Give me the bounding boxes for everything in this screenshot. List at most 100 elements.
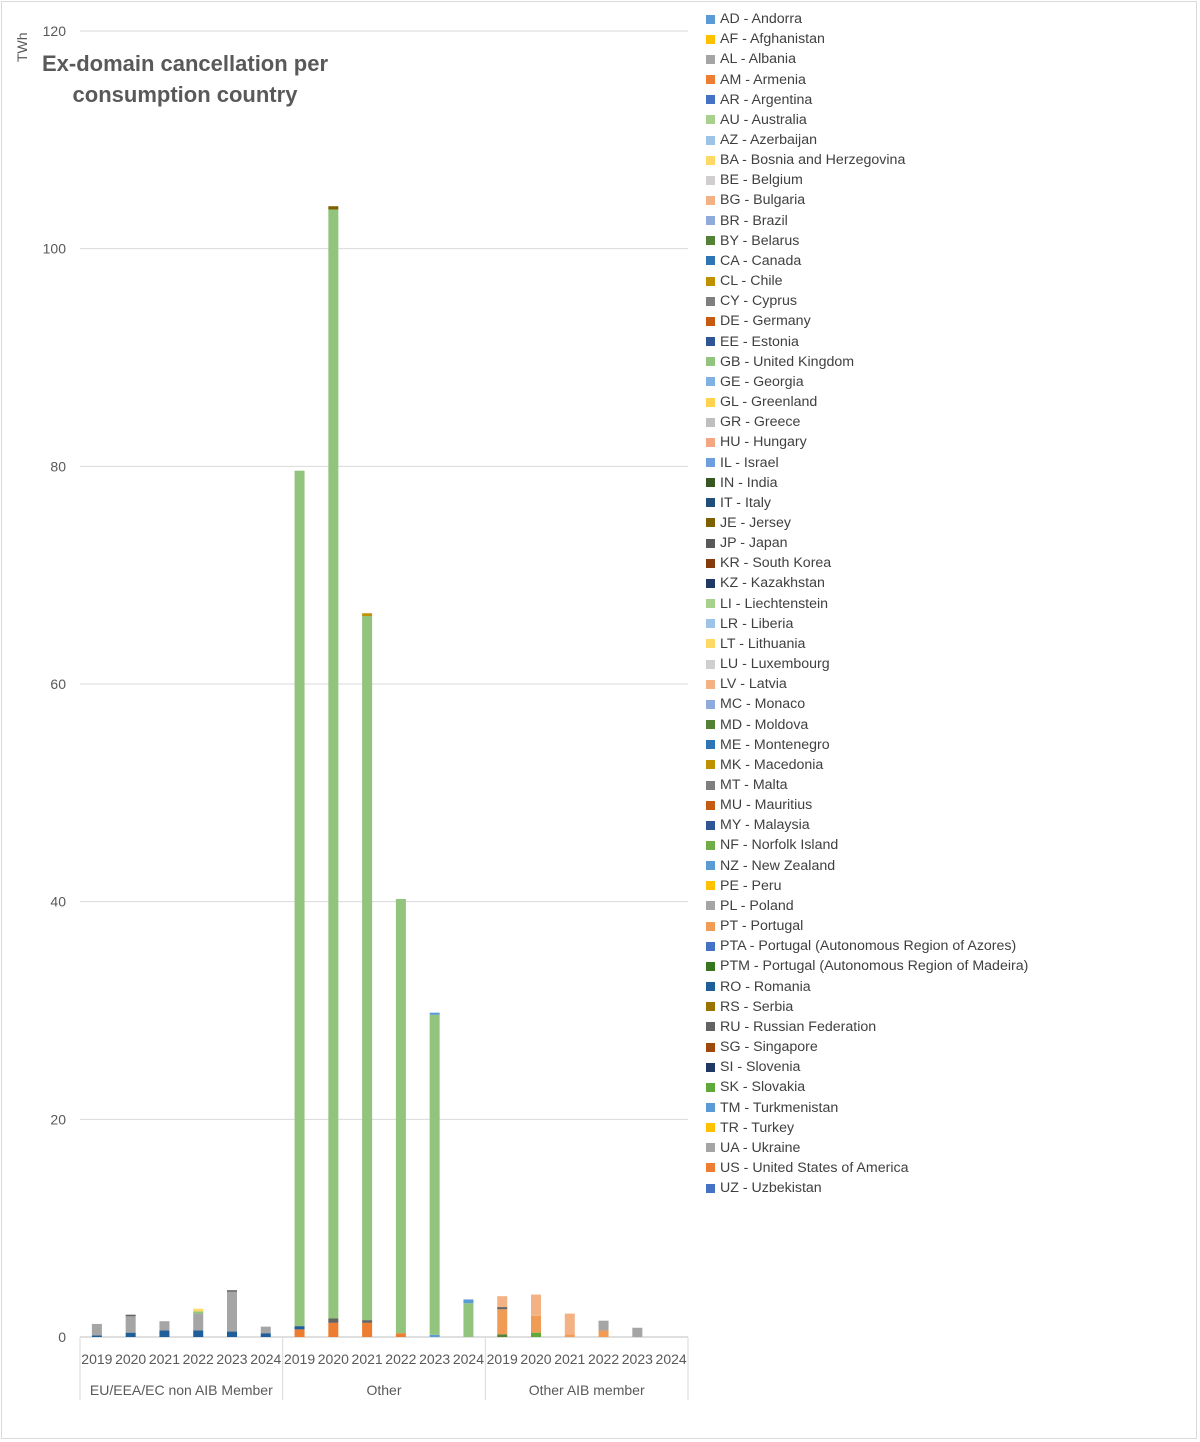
x-tick-label: 2020 (115, 1351, 146, 1367)
legend-label: AZ - Azerbaijan (720, 132, 817, 149)
legend-swatch (706, 437, 715, 447)
legend-label: NF - Norfolk Island (720, 837, 839, 854)
legend-item-il: IL - Israel (706, 452, 1028, 472)
legend-swatch (706, 679, 715, 689)
legend-item-pl: PL - Poland (706, 896, 1028, 916)
legend-label: AF - Afghanistan (720, 31, 825, 48)
x-tick-label: 2021 (149, 1351, 180, 1367)
bar-segment-sk (531, 1332, 541, 1337)
bar-segment-bg (531, 1294, 541, 1316)
legend-swatch (706, 699, 715, 709)
legend-item-us: US - United States of America (706, 1158, 1028, 1178)
bar-segment-pt (531, 1315, 541, 1333)
bar-segment-pt (497, 1309, 508, 1335)
legend-item-ad: AD - Andorra (706, 9, 1028, 29)
legend-swatch (706, 195, 715, 205)
legend-label: CL - Chile (720, 273, 783, 290)
legend-item-my: MY - Malaysia (706, 815, 1028, 835)
bar-segment-us (395, 1333, 406, 1337)
legend-label: UA - Ukraine (720, 1139, 801, 1156)
legend-swatch (706, 75, 715, 85)
legend-label: IT - Italy (720, 494, 771, 511)
legend-item-br: BR - Brazil (706, 211, 1028, 231)
legend-item-af: AF - Afghanistan (706, 29, 1028, 49)
legend-label: LV - Latvia (720, 676, 787, 693)
group-label: EU/EEA/EC non AIB Member (90, 1382, 273, 1398)
legend-label: MK - Macedonia (720, 756, 824, 773)
bar-segment-ad (429, 1012, 440, 1015)
y-tick-label: 0 (58, 1329, 66, 1345)
x-tick-label: 2024 (250, 1351, 281, 1367)
legend-label: GR - Greece (720, 414, 801, 431)
legend-label: CA - Canada (720, 252, 802, 269)
legend-item-li: LI - Liechtenstein (706, 594, 1028, 614)
legend-label: AR - Argentina (720, 91, 813, 108)
bar-segment-ua (91, 1323, 102, 1336)
group-label: Other (366, 1382, 401, 1398)
legend-item-az: AZ - Azerbaijan (706, 130, 1028, 150)
legend-item-gb: GB - United Kingdom (706, 352, 1028, 372)
x-tick-label: 2019 (487, 1351, 518, 1367)
legend-label: BA - Bosnia and Herzegovina (720, 152, 906, 169)
legend-swatch (706, 840, 715, 850)
legend-item-in: IN - India (706, 473, 1028, 493)
legend-label: UZ - Uzbekistan (720, 1180, 822, 1197)
y-tick-label: 20 (50, 1111, 66, 1127)
legend-label: BY - Belarus (720, 232, 800, 249)
y-axis-label: TWh (14, 32, 30, 62)
legend-item-ru: RU - Russian Federation (706, 1017, 1028, 1037)
legend-swatch (706, 760, 715, 770)
y-tick-label: 60 (50, 676, 66, 692)
bar-segment-ro (159, 1330, 170, 1337)
legend-item-cl: CL - Chile (706, 271, 1028, 291)
bar-segment-ba (193, 1308, 204, 1312)
y-tick-label: 100 (43, 241, 67, 257)
x-tick-label: 2024 (656, 1351, 687, 1367)
x-tick-label: 2022 (588, 1351, 619, 1367)
legend-swatch (706, 1042, 715, 1052)
legend-item-pta: PTA - Portugal (Autonomous Region of Azo… (706, 936, 1028, 956)
legend-swatch (706, 14, 715, 24)
legend-item-hu: HU - Hungary (706, 432, 1028, 452)
legend-swatch (706, 498, 715, 508)
legend-label: RO - Romania (720, 978, 811, 995)
legend-label: AU - Australia (720, 111, 807, 128)
legend-swatch (706, 1082, 715, 1092)
x-tick-label: 2024 (453, 1351, 484, 1367)
legend-item-mu: MU - Mauritius (706, 795, 1028, 815)
legend-item-ar: AR - Argentina (706, 90, 1028, 110)
chart-title: Ex-domain cancellation per consumption c… (41, 51, 329, 107)
legend-swatch (706, 54, 715, 64)
legend-swatch (706, 1143, 715, 1153)
bar-segment-us (362, 1322, 373, 1337)
x-tick-label: 2021 (352, 1351, 383, 1367)
legend-label: LI - Liechtenstein (720, 595, 829, 612)
legend-item-pt: PT - Portugal (706, 916, 1028, 936)
bar-segment-gb (328, 209, 339, 1319)
legend-label: MT - Malta (720, 777, 788, 794)
legend-item-uz: UZ - Uzbekistan (706, 1178, 1028, 1198)
legend-swatch (706, 135, 715, 145)
legend-label: IN - India (720, 474, 778, 491)
legend-label: DE - Germany (720, 313, 811, 330)
legend-item-pe: PE - Peru (706, 876, 1028, 896)
bar-segment-ru (362, 1320, 373, 1323)
legend-label: KZ - Kazakhstan (720, 575, 825, 592)
x-tick-label: 2020 (318, 1351, 349, 1367)
legend-item-jp: JP - Japan (706, 533, 1028, 553)
legend-swatch (706, 720, 715, 730)
legend-item-de: DE - Germany (706, 311, 1028, 331)
bar-segment-ro (125, 1332, 136, 1337)
legend-swatch (706, 619, 715, 629)
legend-label: MU - Mauritius (720, 797, 813, 814)
legend-label: GE - Georgia (720, 373, 804, 390)
x-tick-label: 2023 (622, 1351, 653, 1367)
legend-swatch (706, 780, 715, 790)
bar-segment-pt (598, 1330, 609, 1337)
legend-label: PE - Peru (720, 877, 782, 894)
legend-swatch (706, 578, 715, 588)
bar-segment-ad (463, 1299, 474, 1304)
legend-item-sg: SG - Singapore (706, 1037, 1028, 1057)
